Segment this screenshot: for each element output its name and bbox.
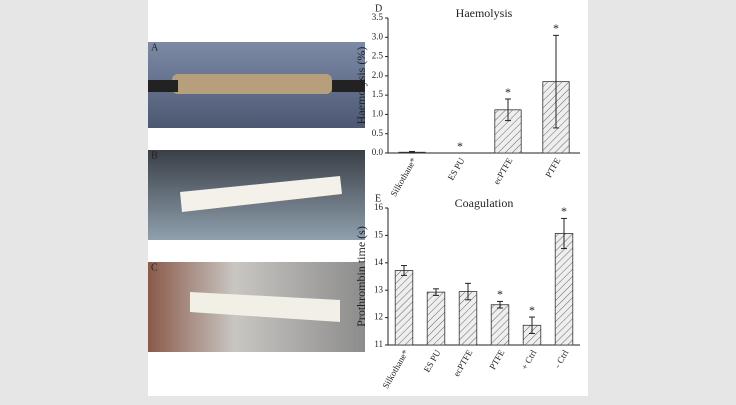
y-tick-label: 15 [374,229,384,239]
significance-mark: * [457,139,463,153]
y-axis-label: Haemolysis (%) [354,47,368,125]
y-tick-label: 0.0 [372,147,384,157]
bar [394,270,414,346]
graft-a [172,74,332,94]
y-tick-label: 1.5 [372,89,384,99]
significance-mark: * [529,303,535,317]
y-tick-label: 2.5 [372,51,384,61]
y-tick-label: 14 [374,257,384,267]
error-bar [529,316,535,334]
y-tick-label: 16 [374,202,384,212]
tube [148,80,178,92]
panel-label: E [375,193,381,204]
significance-mark: * [497,287,503,301]
panel-label: A [151,42,159,53]
panel-label: C [151,262,158,273]
significance-mark: * [505,85,511,99]
y-tick-label: 11 [374,339,383,349]
error-bar [505,98,511,122]
graft-c [190,292,340,322]
y-axis-label: Prothrombin time (s) [354,226,368,327]
bar [426,291,446,346]
y-tick-label: 1.0 [372,108,384,118]
bar [490,304,510,346]
panel-label: B [151,150,158,161]
error-bar [465,282,471,301]
significance-mark: * [553,21,559,35]
y-tick-label: 3.0 [372,31,384,41]
error-bar [497,300,503,309]
y-tick-label: 0.5 [372,128,384,138]
y-tick-label: 2.0 [372,70,384,80]
panel-label: D [375,3,382,14]
error-bar [433,288,439,296]
y-tick-label: 3.5 [372,12,384,22]
y-tick-label: 12 [374,312,383,322]
error-bar [401,265,407,276]
error-bar [553,34,559,129]
chart-title: Coagulation [455,196,514,210]
graft-b [180,176,342,212]
chart-title: Haemolysis [456,6,513,20]
y-tick-label: 13 [374,284,384,294]
significance-mark: * [561,204,567,218]
bar [554,233,574,346]
error-bar [561,217,567,250]
error-bar [409,150,415,154]
tube [332,80,365,92]
